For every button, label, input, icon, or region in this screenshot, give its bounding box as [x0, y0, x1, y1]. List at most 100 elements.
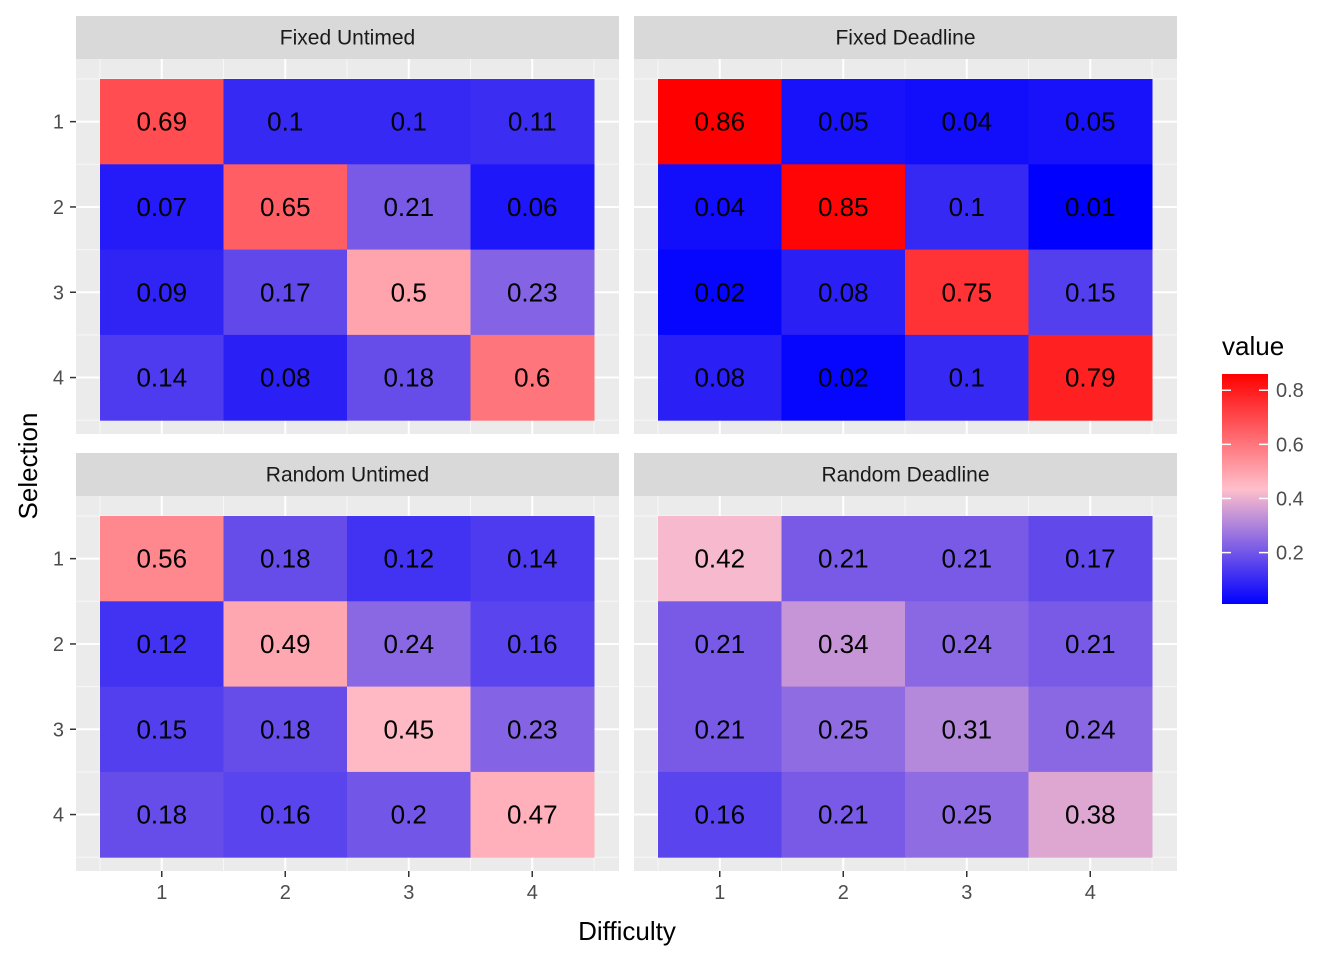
cell-value-label: 0.05	[1065, 107, 1116, 137]
cell-value-label: 0.21	[383, 192, 434, 222]
cell-value-label: 0.69	[136, 107, 187, 137]
heatmap-cell	[781, 79, 906, 165]
cell-value-label: 0.06	[507, 192, 558, 222]
x-axis-title: Difficulty	[578, 916, 676, 946]
heatmap-cell	[905, 164, 1029, 251]
heatmap-cell	[100, 249, 224, 336]
cell-value-label: 0.14	[136, 363, 187, 393]
heatmap-cell	[100, 516, 224, 602]
legend-tick-label: 0.6	[1276, 434, 1304, 456]
y-tick-label: 4	[53, 805, 64, 827]
cell-value-label: 0.24	[941, 629, 992, 659]
cell-value-label: 0.21	[694, 714, 745, 744]
heatmap-cell	[905, 771, 1029, 858]
legend-tick-label: 0.2	[1276, 543, 1304, 565]
cell-value-label: 0.07	[136, 192, 187, 222]
x-tick-label: 1	[156, 882, 167, 904]
y-tick-label: 2	[53, 634, 64, 656]
x-tick-label: 1	[714, 882, 725, 904]
heatmap-cell	[905, 601, 1029, 688]
cell-value-label: 0.86	[694, 107, 745, 137]
heatmap-cell	[658, 601, 782, 688]
cell-value-label: 0.08	[260, 363, 311, 393]
x-tick-label: 4	[1085, 882, 1096, 904]
cell-value-label: 0.45	[383, 714, 434, 744]
heatmap-cell	[1028, 601, 1153, 688]
cell-value-label: 0.21	[818, 544, 869, 574]
heatmap-cell	[1028, 249, 1153, 336]
cell-value-label: 0.2	[391, 800, 427, 830]
cell-value-label: 0.02	[818, 363, 869, 393]
heatmap-cell	[905, 249, 1029, 336]
cell-value-label: 0.38	[1065, 800, 1116, 830]
cell-value-label: 0.02	[694, 277, 745, 307]
heatmap-cell	[347, 771, 471, 858]
cell-value-label: 0.25	[941, 800, 992, 830]
cell-value-label: 0.6	[514, 363, 550, 393]
legend: value 0.2 0.4 0.6 0.8	[1222, 331, 1304, 604]
cell-value-label: 0.04	[941, 107, 992, 137]
heatmap-cell	[781, 164, 906, 251]
heatmap-cell	[781, 516, 906, 602]
facet-strip-label: Fixed Deadline	[835, 27, 975, 50]
heatmap-cell	[347, 334, 471, 421]
cell-value-label: 0.47	[507, 800, 558, 830]
cell-value-label: 0.21	[941, 544, 992, 574]
heatmap-cell	[781, 771, 906, 858]
heatmap-cell	[658, 249, 782, 336]
y-tick-label: 2	[53, 197, 64, 219]
heatmap-cell	[470, 601, 595, 688]
cell-value-label: 0.17	[260, 277, 311, 307]
facet-strip	[634, 453, 1177, 496]
cell-value-label: 0.05	[818, 107, 869, 137]
cell-value-label: 0.21	[1065, 629, 1116, 659]
heatmap-cell	[223, 601, 348, 688]
cell-value-label: 0.16	[260, 800, 311, 830]
cell-value-label: 0.65	[260, 192, 311, 222]
cell-value-label: 0.85	[818, 192, 869, 222]
heatmap-cell	[905, 516, 1029, 602]
heatmap-cell	[658, 771, 782, 858]
legend-colorbar	[1222, 374, 1268, 604]
cell-value-label: 0.11	[508, 107, 557, 137]
facet-strip-label: Random Deadline	[821, 464, 989, 487]
facet-panel: Random Untimed 0.56 0.18 0.12 0.14 0.12 0.49 0.…	[76, 453, 619, 871]
cell-value-label: 0.16	[694, 800, 745, 830]
heatmap-cell	[470, 79, 595, 165]
heatmap-cell	[1028, 164, 1153, 251]
cell-value-label: 0.34	[818, 629, 869, 659]
heatmap-cell	[223, 686, 348, 773]
cell-value-label: 0.23	[507, 277, 558, 307]
cell-value-label: 0.12	[136, 629, 187, 659]
heatmap-cell	[1028, 771, 1153, 858]
heatmap-cell	[1028, 334, 1153, 421]
cell-value-label: 0.24	[383, 629, 434, 659]
cell-value-label: 0.1	[949, 363, 985, 393]
y-axis-title: Selection	[13, 413, 43, 520]
heatmap-cell	[658, 79, 782, 165]
heatmap-cell	[223, 164, 348, 251]
heatmap-cell	[223, 249, 348, 336]
heatmap-cell	[347, 601, 471, 688]
facet-strip-label: Fixed Untimed	[280, 27, 415, 50]
x-tick-label: 3	[961, 882, 972, 904]
x-tick-label: 2	[838, 882, 849, 904]
cell-value-label: 0.25	[818, 714, 869, 744]
heatmap-cell	[347, 516, 471, 602]
cell-value-label: 0.49	[260, 629, 311, 659]
heatmap-cell	[470, 249, 595, 336]
facet-panel: Random Deadline 0.42 0.21 0.21 0.17 0.21 0.34 0…	[634, 453, 1177, 871]
cell-value-label: 0.31	[941, 714, 992, 744]
heatmap-cell	[781, 686, 906, 773]
legend-tick-label: 0.8	[1276, 380, 1304, 402]
facet-strip	[634, 16, 1177, 59]
legend-title: value	[1222, 331, 1284, 361]
heatmap-cell	[100, 601, 224, 688]
cell-value-label: 0.21	[818, 800, 869, 830]
cell-value-label: 0.18	[260, 714, 311, 744]
heatmap-cell	[658, 334, 782, 421]
axis-layer: Difficulty Selection	[13, 413, 676, 946]
cell-value-label: 0.56	[136, 544, 187, 574]
